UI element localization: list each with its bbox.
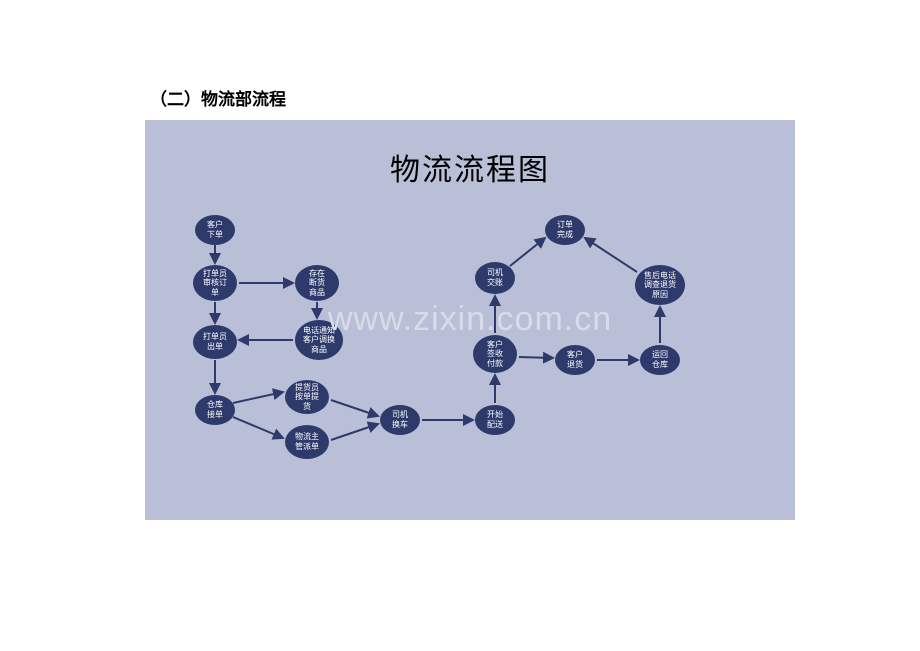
section-title: （二）物流部流程 — [150, 85, 286, 110]
flow-node: 开始配送 — [475, 405, 515, 435]
flow-node: 客户退货 — [555, 345, 595, 375]
flow-edge — [510, 238, 545, 266]
flow-node: 运回仓库 — [640, 345, 680, 375]
flow-node: 司机换车 — [380, 405, 420, 435]
diagram-title: 物流流程图 — [145, 145, 795, 189]
flow-edge — [233, 392, 283, 403]
flow-node: 物流主管派单 — [285, 425, 329, 459]
page: （二）物流部流程 物流流程图 客户下单打单员审核订单 存在断货商品打单员出单 电话通… — [0, 0, 920, 651]
flow-edge — [233, 417, 283, 438]
flowchart-diagram: 物流流程图 客户下单打单员审核订单 存在断货商品打单员出单 电话通知客户调换商品仓库… — [145, 120, 795, 520]
flow-node: 打单员审核订单 — [193, 265, 237, 301]
flow-node: 提货员按单提货 — [285, 380, 329, 414]
flow-node: 订单完成 — [545, 215, 585, 245]
flow-edge — [585, 238, 637, 272]
flow-edge — [331, 424, 378, 440]
flow-edge — [519, 357, 553, 358]
flow-node: 客户下单 — [195, 215, 235, 245]
flow-node: 存在断货商品 — [295, 265, 339, 301]
flow-edge — [331, 400, 378, 416]
flow-node: 仓库接单 — [195, 395, 235, 425]
flow-node: 电话通知客户调换商品 — [295, 320, 343, 360]
flow-node: 客户签收付款 — [473, 335, 517, 373]
flow-node: 司机交账 — [475, 262, 515, 294]
flow-node: 售后电话调查退货原因 — [635, 265, 685, 305]
flow-node: 打单员出单 — [193, 325, 237, 359]
watermark-text: www.zixin.com.cn — [328, 300, 612, 339]
